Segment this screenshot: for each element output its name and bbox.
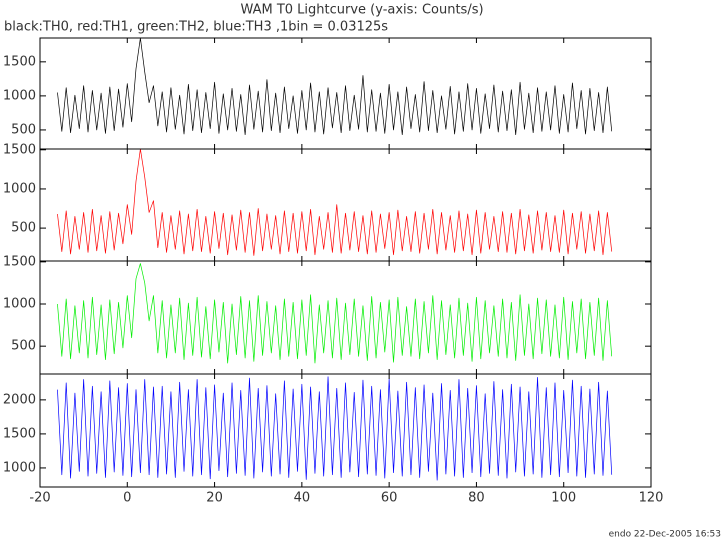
x-tick-label: 20 [206,491,223,506]
data-line [57,148,613,256]
x-tick-label: 80 [468,491,485,506]
y-tick-label: 1000 [3,181,36,196]
y-tick-label: 500 [11,122,36,137]
chart-title: WAM T0 Lightcurve (y-axis: Counts/s) [240,3,483,18]
x-tick-label: -20 [29,491,50,506]
y-tick-label: 1000 [3,88,36,103]
data-line [57,376,613,481]
x-tick-label: 40 [294,491,311,506]
y-tick-label: 1500 [3,426,36,441]
x-tick-label: 120 [639,491,664,506]
data-line [57,37,613,136]
panel-frame [39,373,652,488]
footer: endo 22-Dec-2005 16:53 [609,530,721,539]
y-tick-label: 1000 [3,460,36,475]
panel-frame [39,148,652,262]
y-tick-label: 1000 [3,297,36,312]
chart-subtitle: black:TH0, red:TH1, green:TH2, blue:TH3 … [4,20,388,35]
y-tick-label: 2000 [3,392,36,407]
y-tick-label: 1500 [3,54,36,69]
data-line [57,263,613,364]
y-tick-label: 500 [11,221,36,236]
x-tick-label: 60 [381,491,398,506]
y-tick-label: 500 [11,339,36,354]
x-tick-label: 0 [123,491,131,506]
x-tick-label: 100 [551,491,576,506]
y-tick-label: 1500 [3,142,36,157]
y-tick-label: 1500 [3,254,36,269]
